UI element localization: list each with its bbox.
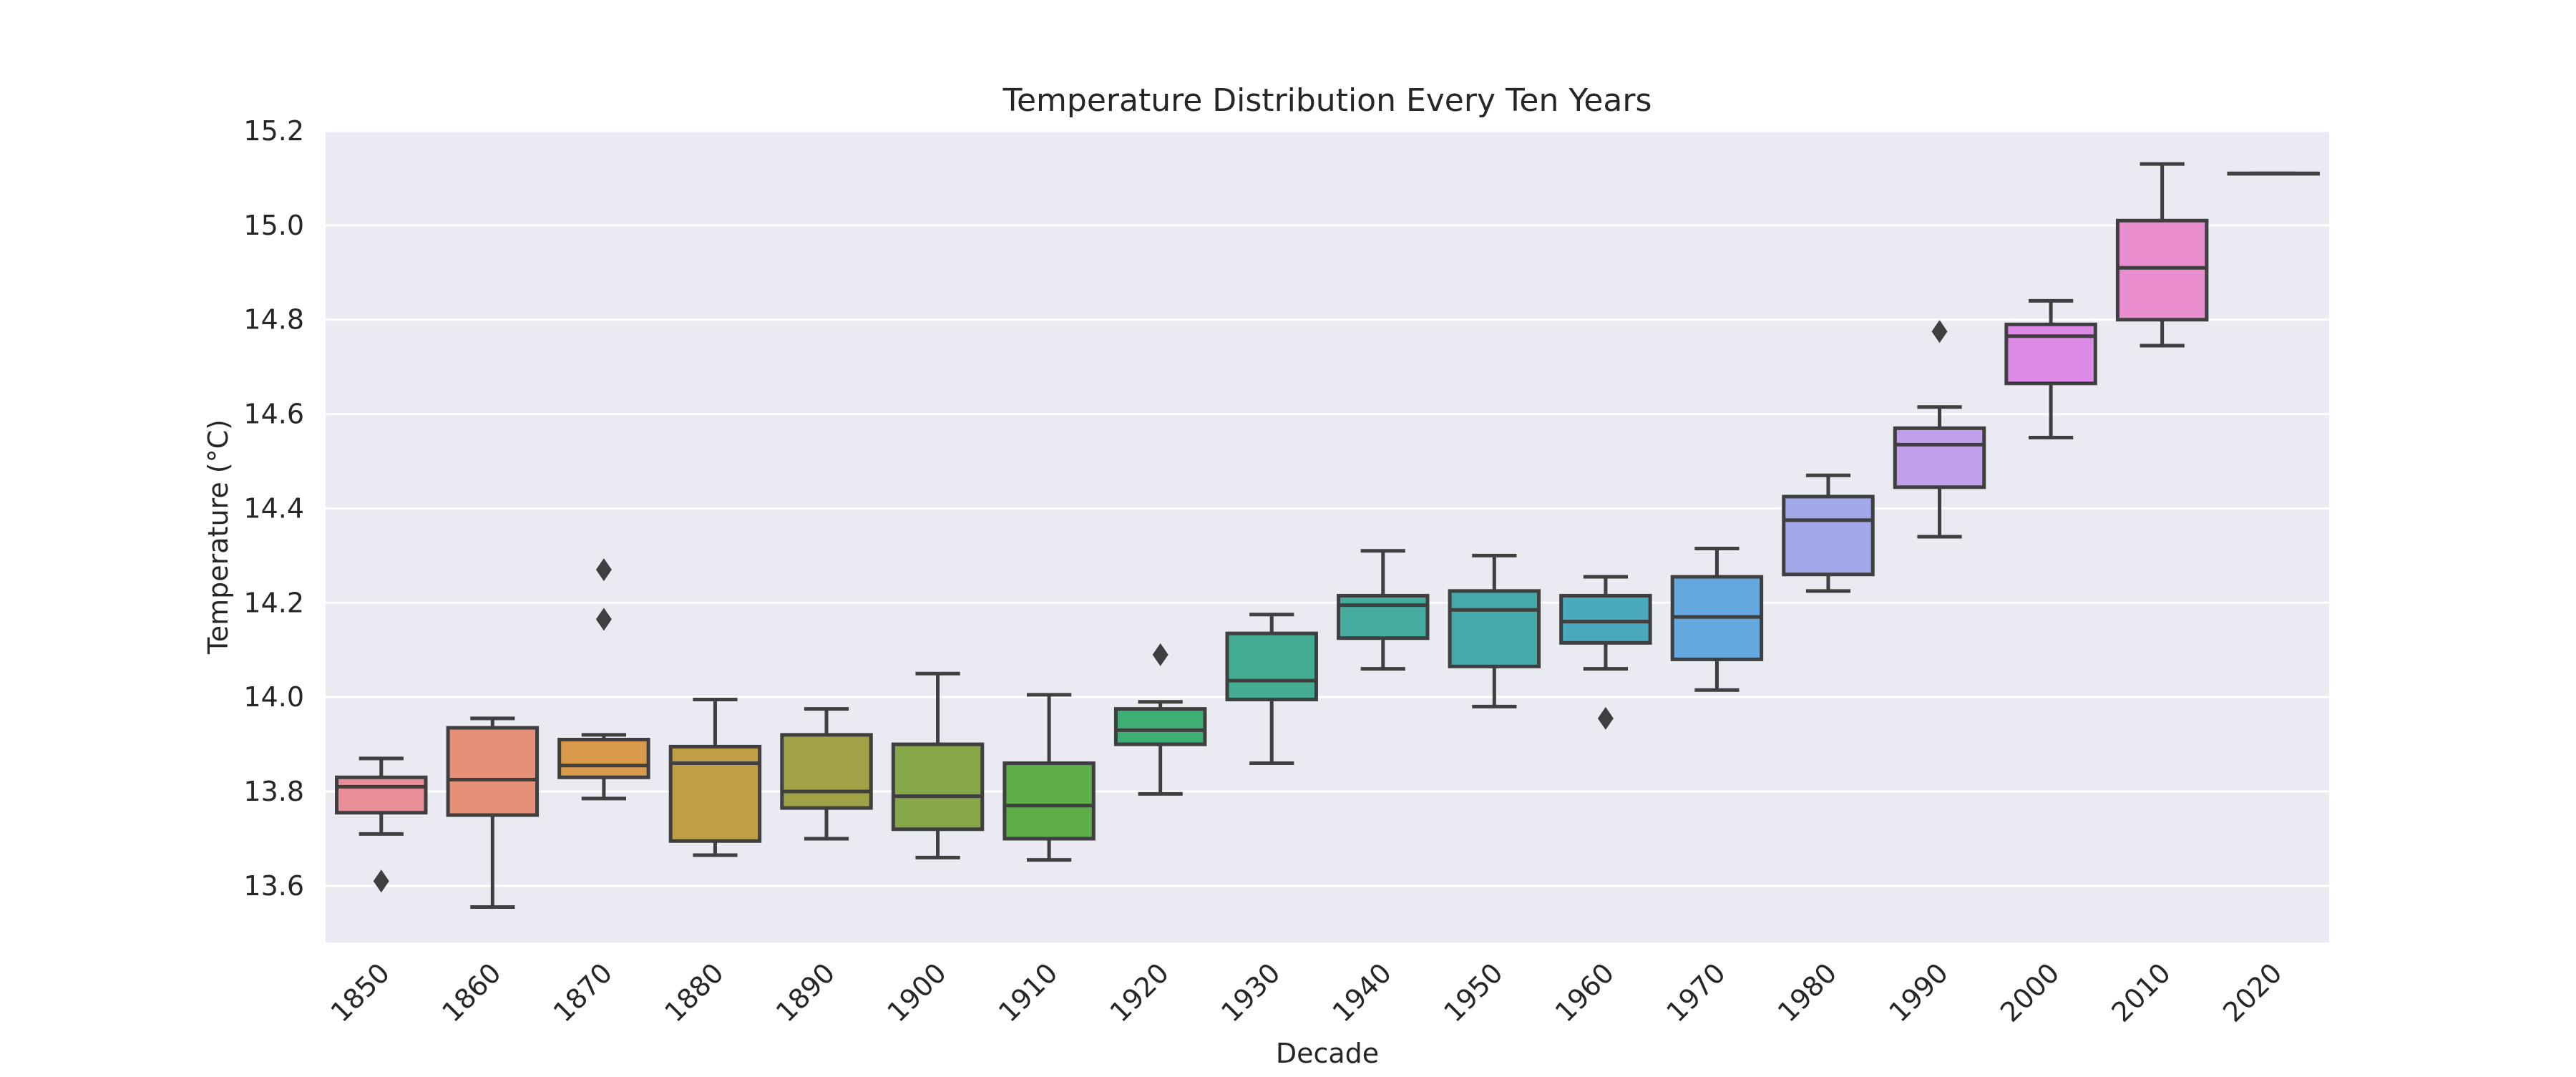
box-body (780, 733, 873, 810)
y-axis-ticks: 13.6 13.8 14.0 14.2 14.4 14.6 14.8 15.0 15.2 (243, 115, 304, 902)
box-1930 (1225, 613, 1318, 765)
x-tick-label: 2010 (2106, 957, 2177, 1028)
box-body (668, 744, 762, 843)
outlier-marker (1931, 320, 1948, 343)
x-tick-label: 2000 (1994, 957, 2066, 1028)
box-body (1002, 761, 1096, 841)
y-tick-label: 14.8 (243, 304, 304, 336)
outlier-marker (1152, 643, 1169, 666)
box-1990 (1893, 320, 1986, 539)
box-2020 (2227, 171, 2320, 176)
outlier-marker (1597, 706, 1614, 730)
x-tick-label: 1910 (992, 957, 1064, 1028)
box-body (1559, 593, 1652, 645)
x-tick-label: 1880 (658, 957, 730, 1028)
box-1850 (335, 756, 428, 893)
x-axis-ticks: 1850 1860 1870 1880 1890 1900 1910 1920 1930 1940… (325, 957, 2288, 1028)
box-body (1448, 589, 1541, 668)
x-tick-label: 1890 (770, 957, 841, 1028)
y-tick-label: 13.8 (243, 776, 304, 807)
box-1920 (1113, 643, 1207, 796)
x-tick-label: 1990 (1883, 957, 1954, 1028)
y-tick-label: 14.4 (243, 492, 304, 524)
box-1980 (1782, 473, 1875, 593)
gridlines (326, 130, 2329, 887)
x-axis-title: Decade (1276, 1038, 1379, 1069)
y-tick-label: 15.2 (243, 115, 304, 147)
box-1950 (1448, 553, 1541, 708)
x-tick-label: 1920 (1104, 957, 1176, 1028)
outlier-marker (595, 558, 612, 582)
outlier-marker (595, 608, 612, 631)
box-1880 (668, 697, 762, 857)
x-tick-label: 1900 (881, 957, 952, 1028)
box-body (2115, 218, 2209, 322)
box-body (1225, 631, 1318, 701)
box-2000 (2004, 298, 2097, 440)
y-tick-label: 14.2 (243, 587, 304, 618)
x-tick-label: 1930 (1215, 957, 1287, 1028)
x-tick-label: 1940 (1327, 957, 1398, 1028)
box-body (1893, 426, 1986, 489)
x-tick-label: 1970 (1660, 957, 1732, 1028)
x-tick-label: 1850 (325, 957, 396, 1028)
outlier-marker (373, 869, 389, 893)
y-tick-label: 15.0 (243, 210, 304, 241)
box-body (1782, 494, 1875, 577)
box-1870 (557, 558, 650, 801)
box-body (557, 738, 650, 779)
box-body (335, 775, 428, 815)
plot-area (326, 131, 2329, 942)
box-1940 (1337, 549, 1430, 671)
x-tick-label: 2020 (2217, 957, 2288, 1028)
box-1890 (780, 707, 873, 841)
chart-title: Temperature Distribution Every Ten Years (1002, 82, 1652, 119)
box-body (1113, 707, 1207, 746)
boxes (335, 162, 2320, 910)
box-1900 (891, 671, 985, 859)
x-tick-label: 1870 (547, 957, 619, 1028)
box-1860 (446, 716, 540, 910)
x-tick-label: 1950 (1438, 957, 1509, 1028)
y-tick-label: 14.0 (243, 681, 304, 713)
box-body (2004, 322, 2097, 386)
box-body (446, 726, 540, 817)
y-axis-title: Temperature (°C) (203, 419, 234, 655)
box-1970 (1670, 546, 1764, 692)
box-2010 (2115, 162, 2209, 348)
y-tick-label: 14.6 (243, 399, 304, 430)
box-1960 (1559, 575, 1652, 730)
x-tick-label: 1860 (436, 957, 507, 1028)
x-tick-label: 1960 (1549, 957, 1621, 1028)
box-body (1337, 593, 1430, 640)
box-1910 (1002, 693, 1096, 862)
box-body (891, 742, 985, 832)
y-tick-label: 13.6 (243, 870, 304, 902)
x-tick-label: 1980 (1772, 957, 1843, 1028)
